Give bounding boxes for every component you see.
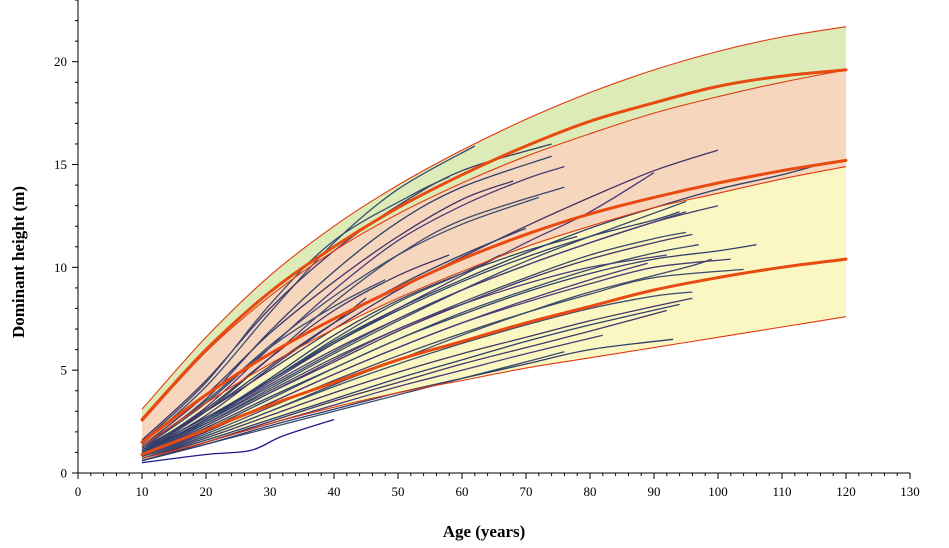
observed-curve-18 — [141, 303, 680, 460]
x-tick-label: 110 — [772, 484, 791, 499]
y-tick-label: 5 — [61, 363, 68, 378]
boundary-line-2 — [141, 69, 847, 422]
site-class-guide-curves — [140, 68, 848, 456]
boundary-line-1 — [141, 26, 847, 410]
observed-curve-36 — [141, 254, 501, 456]
observed-curve-13 — [141, 244, 757, 456]
y-axis-title: Dominant height (m) — [9, 186, 28, 338]
x-tick-label: 80 — [584, 484, 597, 499]
x-tick-label: 60 — [456, 484, 469, 499]
observed-curve-1 — [141, 145, 476, 445]
observed-curve-4 — [141, 165, 565, 451]
observed-curve-29 — [141, 254, 667, 456]
observed-curve-31 — [141, 176, 450, 443]
x-tick-label: 130 — [900, 484, 920, 499]
x-tick-label: 120 — [836, 484, 856, 499]
observed-curve-21 — [141, 418, 335, 464]
observed-curve-38 — [141, 211, 680, 453]
observed-curve-26 — [141, 279, 386, 449]
boundary-line-4 — [141, 316, 847, 460]
y-tick-label: 0 — [61, 466, 68, 481]
observed-curve-24 — [141, 205, 719, 453]
guide-curve-1 — [140, 68, 848, 421]
y-tick-label: 20 — [54, 54, 67, 69]
x-tick-label: 90 — [648, 484, 661, 499]
observed-curve-30 — [141, 258, 712, 460]
x-tick-label: 70 — [520, 484, 533, 499]
observed-curve-3 — [141, 155, 552, 449]
x-tick-label: 0 — [75, 484, 82, 499]
x-tick-label: 100 — [708, 484, 728, 499]
x-tick-label: 10 — [136, 484, 149, 499]
observed-curve-15 — [141, 268, 744, 458]
boundary-line-3 — [141, 166, 847, 447]
y-tick-label: 10 — [54, 260, 67, 275]
observed-curve-17 — [141, 297, 693, 460]
x-tick-label: 30 — [264, 484, 277, 499]
x-tick-label: 50 — [392, 484, 405, 499]
axes: 0 10 20 30 40 50 60 70 80 90 100 110 120 130 0 5 10 15 20 — [54, 0, 920, 499]
guide-curve-3 — [140, 257, 848, 456]
x-tick-label: 40 — [328, 484, 341, 499]
observed-curve-35 — [141, 244, 699, 458]
guide-curve-2 — [140, 158, 848, 444]
band-boundary-lines — [141, 26, 847, 460]
band-1 — [142, 26, 846, 422]
y-tick-label: 15 — [54, 157, 67, 172]
observed-curve-6 — [141, 196, 540, 447]
x-axis-title: Age (years) — [443, 522, 526, 541]
x-tick-label: 20 — [200, 484, 213, 499]
